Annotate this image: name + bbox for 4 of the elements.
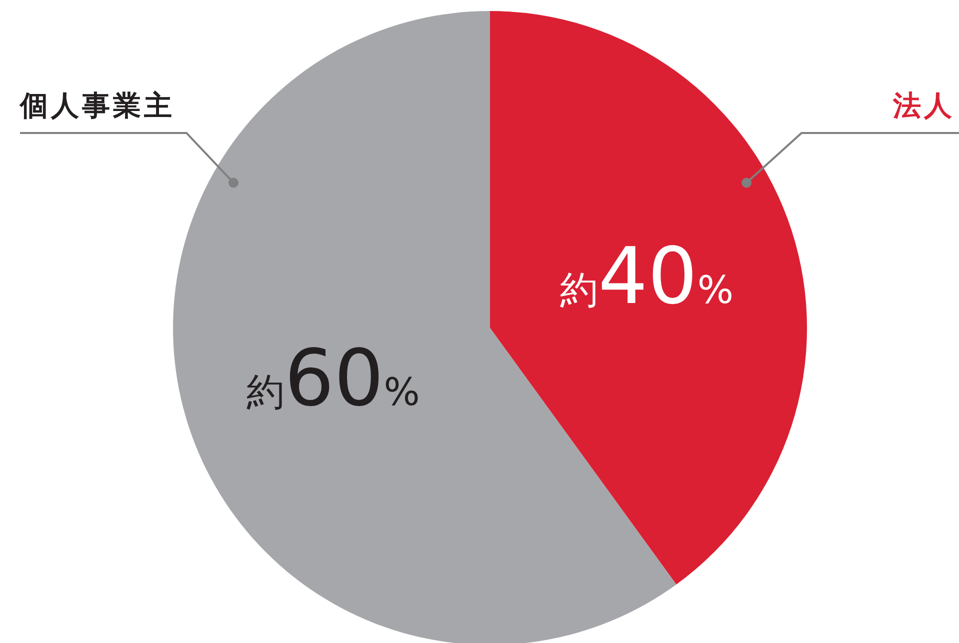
data-label: 約60%	[246, 334, 420, 424]
data-label: 約40%	[560, 232, 734, 322]
slice-label: 法人	[892, 89, 955, 122]
slice-label: 個人事業主	[19, 89, 175, 122]
